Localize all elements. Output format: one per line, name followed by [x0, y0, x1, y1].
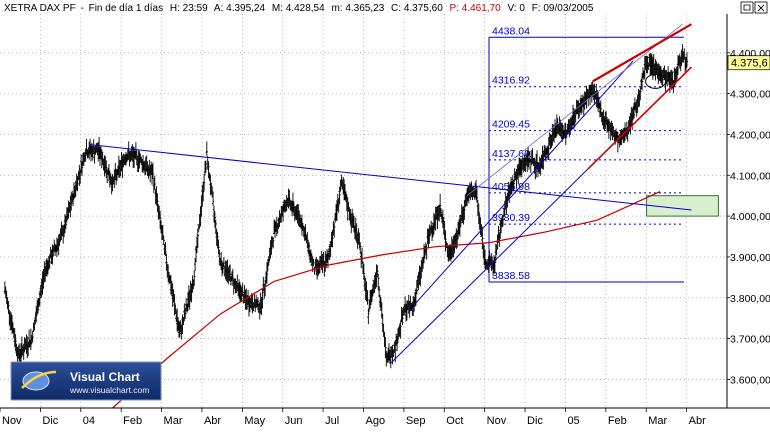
x-tick-label: Sep	[406, 415, 426, 427]
header-volume: V: 0	[507, 3, 525, 14]
x-tick-label: Jul	[325, 415, 339, 427]
fib-level-label: 4137.60	[492, 148, 530, 160]
x-tick-label: Abr	[689, 415, 706, 427]
y-axis: 3.600,00 3.700,00 3.800,00 3.900,00 4.000,00…	[727, 48, 770, 386]
restore-icon	[743, 4, 751, 11]
target-zone-rect	[646, 195, 719, 217]
x-tick-label: Mar	[164, 415, 183, 427]
x-tick-label: Jun	[285, 415, 303, 427]
trendline-downtrend	[90, 144, 692, 211]
y-tick-label: 4.100,00	[730, 170, 770, 182]
y-tick-label: 3.800,00	[730, 293, 770, 305]
moving-average-line	[112, 191, 661, 409]
header-symbol: XETRA DAX PF	[4, 3, 76, 14]
price-bars	[3, 44, 689, 369]
x-tick-label: 05	[567, 415, 579, 427]
trendlines[interactable]	[90, 23, 693, 364]
x-tick-label: Feb	[123, 415, 142, 427]
last-price-label: 4.375,6	[731, 58, 768, 70]
header-p-value: P: 4.461,70	[450, 3, 502, 14]
trendline-support-highlight	[587, 66, 693, 170]
x-tick-label: Dic	[527, 415, 543, 427]
x-tick-label: 04	[83, 415, 95, 427]
fib-level-label: 4316.92	[492, 75, 530, 87]
header-open: A: 4.395,24	[214, 3, 266, 14]
fib-level-label: 4438.04	[492, 25, 530, 37]
y-tick-label: 4.300,00	[730, 89, 770, 101]
trendline-channel_upper_red	[592, 23, 693, 83]
y-tick-label: 4.200,00	[730, 129, 770, 141]
close-icon	[757, 4, 765, 12]
y-tick-label: 4.000,00	[730, 211, 770, 223]
x-tick-label: Oct	[446, 415, 463, 427]
trendline-channel_upper_thin	[466, 23, 683, 197]
fib-level-label: 3838.58	[492, 270, 530, 282]
globe-icon	[22, 371, 50, 391]
y-tick-label: 3.600,00	[730, 374, 770, 386]
marker-ellipse	[645, 73, 667, 89]
header-separator: -	[80, 3, 83, 14]
window-restore-button[interactable]	[740, 1, 754, 14]
x-tick-label: Abr	[204, 415, 221, 427]
fib-level-label: 4209.45	[492, 119, 530, 131]
logo-name: Visual Chart	[70, 370, 140, 384]
header-high: M: 4.428,54	[272, 3, 325, 14]
x-tick-label: Ago	[366, 415, 386, 427]
logo-panel	[10, 361, 162, 401]
header-period: Fin de día 1 días	[89, 3, 164, 14]
fib-level-label: 3980.39	[492, 212, 530, 224]
header-close: C: 4.375,60	[391, 3, 443, 14]
last-price-badge-box	[727, 55, 770, 71]
visual-chart-logo: Visual Chart www.visualchart.com	[10, 361, 162, 401]
trendline-channel_lower	[412, 60, 634, 307]
x-tick-label: Nov	[487, 415, 507, 427]
target-box[interactable]	[646, 195, 719, 217]
x-tick-label: Feb	[608, 415, 627, 427]
x-tick-label: Mar	[648, 415, 667, 427]
moving-average	[112, 191, 661, 409]
x-tick-label: Nov	[2, 415, 22, 427]
header-low: m: 4.365,23	[331, 3, 384, 14]
header-time: H: 23:59	[170, 3, 208, 14]
y-tick-label: 3.700,00	[730, 334, 770, 346]
logo-url: www.visualchart.com	[69, 385, 149, 395]
swoosh-icon	[21, 370, 57, 389]
header-bar	[0, 0, 727, 14]
x-axis: Nov Dic 04 Feb Mar Abr May Jun Jul Ago Sep Oct Nov Di…	[0, 408, 706, 427]
header-text: XETRA DAX PF - Fin de día 1 días H: 23:5…	[4, 3, 594, 14]
header-date: F: 09/03/2005	[532, 3, 594, 14]
last-price-badge: 4.375,6	[727, 55, 770, 71]
x-tick-label: May	[244, 415, 265, 427]
y-tick-label: 3.900,00	[730, 252, 770, 264]
x-tick-label: Dic	[42, 415, 58, 427]
